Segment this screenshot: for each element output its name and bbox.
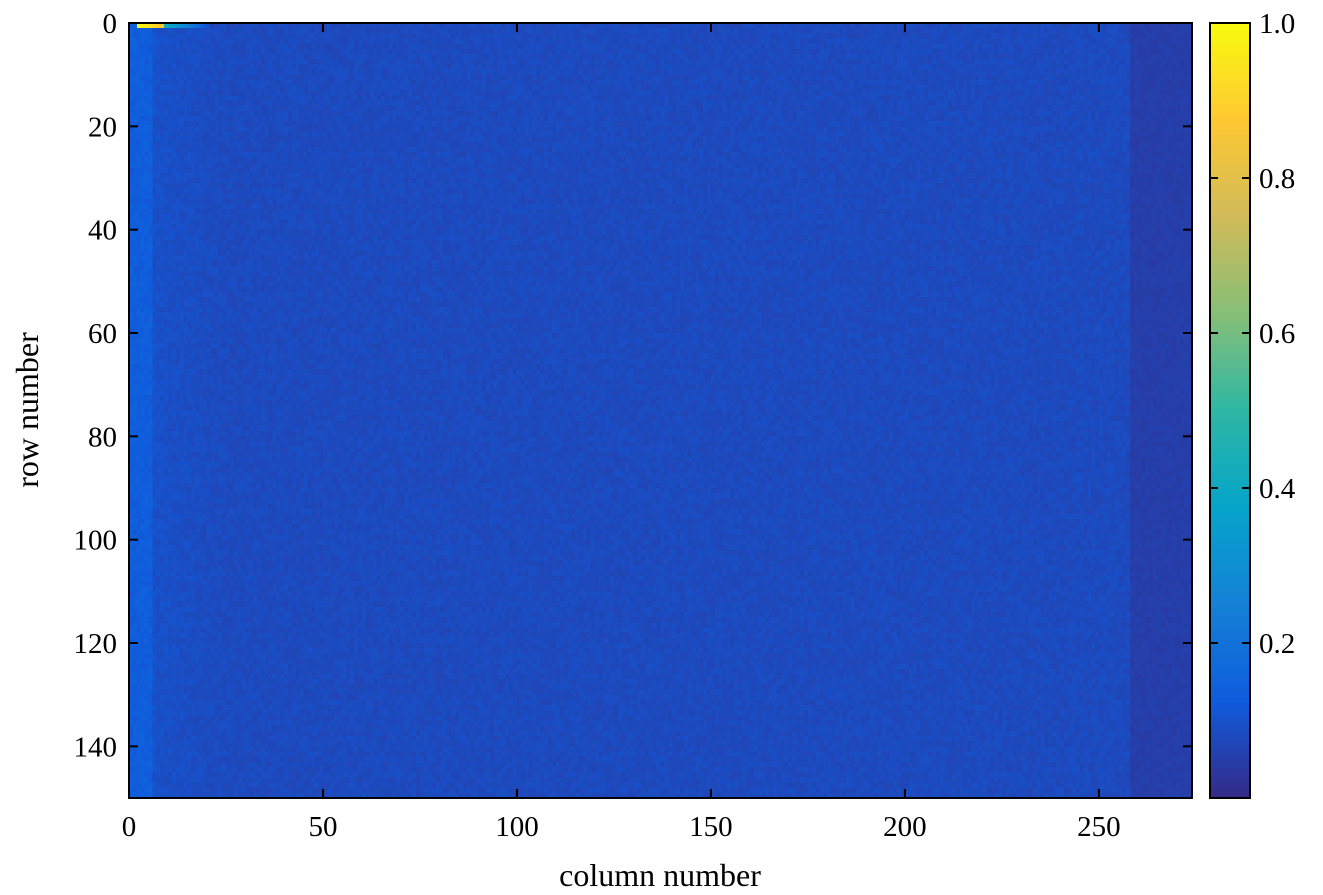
- x-tick-label: 100: [495, 811, 539, 843]
- x-tick-label: 150: [689, 811, 733, 843]
- y-tick-label: 120: [74, 628, 118, 660]
- x-tick-label: 250: [1077, 811, 1121, 843]
- x-axis-label: column number: [559, 857, 761, 893]
- y-tick-label: 0: [103, 8, 118, 40]
- colorbar-frame: [1209, 22, 1251, 799]
- colorbar-ticks: 0.2 0.4 0.6 0.8 1.0: [1210, 8, 1296, 660]
- colorbar-tick-label: 0.6: [1259, 318, 1295, 350]
- plot-frame: [128, 22, 1193, 799]
- y-tick-label: 20: [88, 111, 117, 143]
- colorbar-tick-label: 0.4: [1259, 473, 1296, 505]
- y-tick-label: 140: [74, 731, 118, 763]
- y-tick-label: 80: [88, 421, 117, 453]
- x-axis: 0 50 100 150 200 250: [122, 23, 1121, 843]
- plot-area: [128, 22, 1193, 799]
- y-axis-label: row number: [9, 332, 45, 488]
- x-tick-label: 50: [308, 811, 337, 843]
- colorbar-tick-label: 0.2: [1259, 628, 1295, 660]
- colorbar: 0.2 0.4 0.6 0.8 1.0: [1209, 8, 1296, 799]
- x-tick-label: 0: [122, 811, 137, 843]
- x-tick-label: 200: [883, 811, 927, 843]
- colorbar-gradient: [1210, 23, 1250, 798]
- colorbar-tick-label: 0.8: [1259, 163, 1295, 195]
- y-tick-label: 40: [88, 215, 117, 247]
- y-tick-label: 60: [88, 318, 117, 350]
- colorbar-tick-label: 1.0: [1259, 8, 1295, 40]
- heatmap-image: [129, 23, 1192, 798]
- y-tick-label: 100: [74, 525, 118, 557]
- y-axis: 0 20 40 60 80 100 120 140: [74, 8, 1192, 763]
